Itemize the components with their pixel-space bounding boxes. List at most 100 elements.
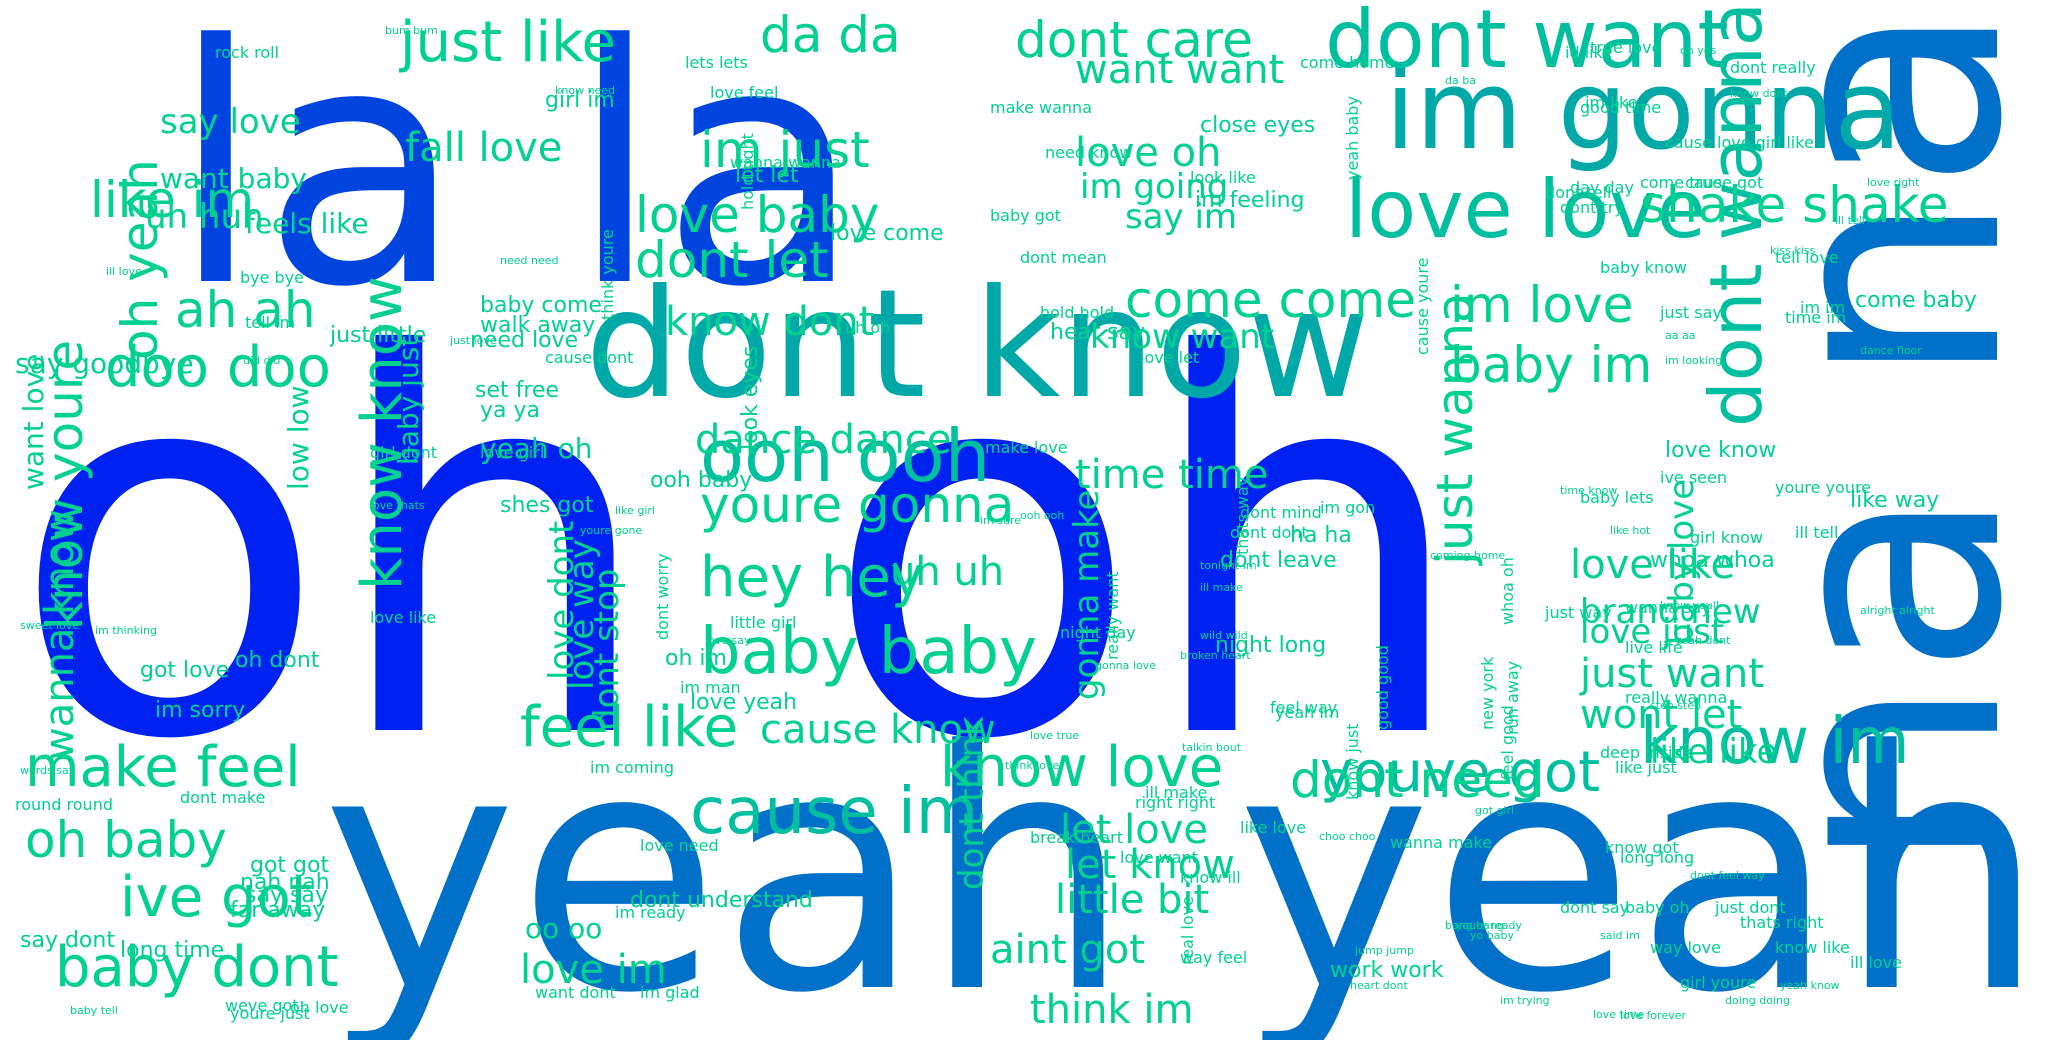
cloud-word: ill make	[1145, 783, 1208, 802]
cloud-word: just way	[1545, 603, 1612, 622]
cloud-word: baby tell	[70, 1004, 118, 1017]
cloud-word: love know	[1665, 438, 1777, 463]
cloud-word: dont care	[1015, 11, 1253, 69]
cloud-word: way feel	[1180, 948, 1248, 967]
cloud-word: uh oh	[845, 318, 891, 337]
cloud-word: dont really	[1730, 58, 1816, 77]
cloud-word: bye bye	[240, 268, 305, 287]
cloud-word: thats way	[1233, 476, 1252, 555]
cloud-word: dont need	[1290, 751, 1545, 809]
cloud-word: youre youre	[1775, 478, 1872, 497]
cloud-word: know got	[1605, 838, 1679, 857]
cloud-word: true love	[1590, 38, 1662, 57]
cloud-word: im just	[700, 121, 870, 179]
cloud-word: im love	[1450, 276, 1634, 334]
cloud-word: let know	[1065, 842, 1235, 888]
cloud-word: say im	[1125, 197, 1238, 237]
cloud-word: dont mean	[1020, 248, 1107, 267]
cloud-word: ill love	[1850, 953, 1902, 972]
cloud-word: long long	[1620, 848, 1695, 867]
cloud-word: like hot	[1610, 524, 1651, 537]
cloud-word: love just	[1580, 612, 1725, 652]
cloud-word: come come	[1125, 271, 1416, 329]
cloud-word: make love	[985, 438, 1068, 457]
cloud-word: nah nah	[240, 870, 330, 895]
cloud-word: love need	[640, 836, 719, 855]
cloud-word: think love	[1005, 759, 1060, 772]
cloud-word: love way	[562, 539, 602, 690]
cloud-word: im ready	[615, 903, 686, 922]
cloud-word: lets lets	[685, 53, 748, 72]
cloud-word: cause im	[690, 775, 979, 849]
cloud-word: im going	[1080, 167, 1229, 207]
cloud-word: know dont	[665, 299, 875, 345]
cloud-word: know dont	[1730, 87, 1788, 100]
cloud-word: youve got	[1320, 740, 1601, 805]
cloud-word: love like	[370, 608, 437, 627]
cloud-word: hey hey	[700, 545, 924, 610]
cloud-word: ill love	[106, 265, 142, 278]
cloud-word: im gon	[1320, 498, 1376, 517]
cloud-word: dont leave	[1220, 548, 1337, 573]
cloud-word: youre just	[230, 1004, 310, 1023]
cloud-word: baby lets	[1580, 488, 1654, 507]
cloud-word: baby oh	[1625, 898, 1690, 917]
cloud-word: yeah know	[1780, 979, 1840, 992]
cloud-word: ooh baby	[650, 468, 753, 493]
cloud-word: know im	[1640, 705, 1910, 779]
cloud-word: love forever	[1620, 1009, 1687, 1022]
cloud-word: whoa whoa	[1650, 548, 1775, 573]
cloud-word: baby baby	[700, 615, 1038, 689]
cloud-word: say dont	[20, 928, 115, 953]
cloud-word: love want	[1120, 848, 1198, 867]
cloud-word: kiss kiss	[1770, 244, 1816, 257]
cloud-word: dont dont	[1230, 523, 1308, 542]
cloud-word: make feel	[25, 735, 301, 800]
cloud-word: day day	[1570, 178, 1634, 197]
cloud-word: girl im	[545, 88, 615, 113]
cloud-word: cause dont	[545, 348, 634, 367]
cloud-word: shes got	[500, 493, 594, 518]
cloud-word: real love	[1178, 896, 1197, 965]
cloud-word: im gonna	[1385, 46, 1902, 174]
cloud-word: dance floor	[1860, 344, 1922, 357]
cloud-word: aint got	[990, 927, 1145, 973]
cloud-word: dont mind	[1240, 503, 1322, 522]
cloud-word: did did	[243, 354, 281, 367]
cloud-word: shake shake	[1640, 176, 1949, 234]
cloud-word: baby dont	[55, 935, 339, 1000]
cloud-word: really wanna	[1625, 688, 1728, 707]
cloud-word: dont make	[180, 788, 266, 807]
cloud-word: love love	[1345, 163, 1706, 256]
cloud-word: say goodbye	[15, 347, 194, 380]
cloud-word: feel way	[1270, 698, 1338, 717]
cloud-word: want dont	[535, 983, 616, 1002]
cloud-word: wanna say	[1625, 598, 1711, 617]
cloud-word: like way	[1850, 488, 1940, 513]
cloud-word: time time	[1075, 452, 1269, 498]
cloud-word: wont let	[1580, 692, 1743, 738]
cloud-word: ah ah	[175, 281, 316, 339]
cloud-word: gonna love	[1095, 659, 1156, 672]
cloud-word: cause love girl like	[1665, 133, 1814, 152]
cloud-word: cause know	[760, 707, 996, 753]
cloud-word: ill tell	[1795, 523, 1839, 542]
cloud-word: love baby	[635, 186, 880, 244]
cloud-word: come true	[1640, 173, 1722, 192]
cloud-word: da ba	[1445, 74, 1476, 87]
cloud-word: alright alright	[1860, 604, 1935, 617]
cloud-word: tell love	[1775, 248, 1839, 267]
cloud-word: bum bum	[385, 24, 438, 37]
cloud-word: uh huh	[145, 197, 264, 237]
cloud-word: ive seen	[1660, 468, 1728, 487]
cloud-word: whoa oh	[1498, 557, 1517, 625]
cloud-word: far away	[230, 898, 326, 923]
cloud-word: new york	[1478, 656, 1497, 730]
cloud-word: ill make	[1200, 581, 1243, 594]
cloud-word: dont think	[952, 716, 992, 890]
cloud-word: girl dont	[370, 443, 438, 462]
cloud-word: doo doo	[105, 335, 331, 400]
cloud-word: night long	[1215, 633, 1327, 658]
cloud-word: im looking	[1665, 354, 1723, 367]
cloud-word: love time	[1593, 1008, 1645, 1021]
